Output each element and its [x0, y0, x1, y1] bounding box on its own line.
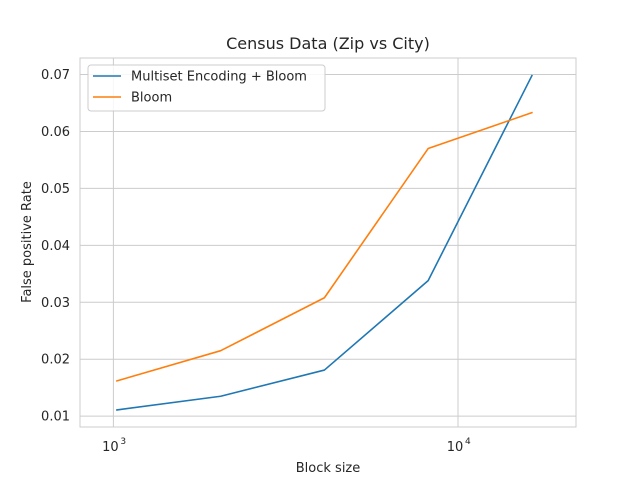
grid-lines — [80, 58, 576, 427]
chart-title: Census Data (Zip vs City) — [226, 34, 430, 53]
legend-label: Multiset Encoding + Bloom — [131, 70, 307, 85]
y-tick-label: 0.05 — [41, 182, 70, 197]
x-axis-label: Block size — [296, 461, 361, 476]
series-lines — [115, 74, 533, 411]
y-tick-label: 0.01 — [41, 410, 70, 425]
x-tick-base: 10 — [102, 440, 119, 455]
y-tick-label: 0.03 — [41, 296, 70, 311]
y-tick-label: 0.04 — [41, 239, 70, 254]
x-tick-base: 10 — [447, 440, 464, 455]
x-tick-label: 10 4 — [447, 437, 471, 455]
x-tick-exponent: 3 — [120, 437, 126, 447]
y-tick-label: 0.06 — [41, 125, 70, 140]
legend: Multiset Encoding + Bloom Bloom — [87, 64, 326, 112]
y-axis-label: False positive Rate — [20, 181, 35, 303]
series-line-0 — [116, 74, 533, 411]
y-tick-labels: 0.01 0.02 0.03 0.04 0.05 0.06 0.07 — [41, 68, 70, 425]
legend-box — [87, 64, 326, 112]
series-line-1 — [115, 111, 533, 382]
legend-label: Bloom — [131, 91, 172, 106]
y-tick-label: 0.07 — [41, 68, 70, 83]
x-tick-label: 10 3 — [102, 437, 126, 455]
x-tick-exponent: 4 — [465, 437, 471, 447]
plot-area — [79, 57, 577, 428]
x-tick-labels: 10 3 10 4 — [102, 437, 471, 455]
y-tick-label: 0.02 — [41, 353, 70, 368]
